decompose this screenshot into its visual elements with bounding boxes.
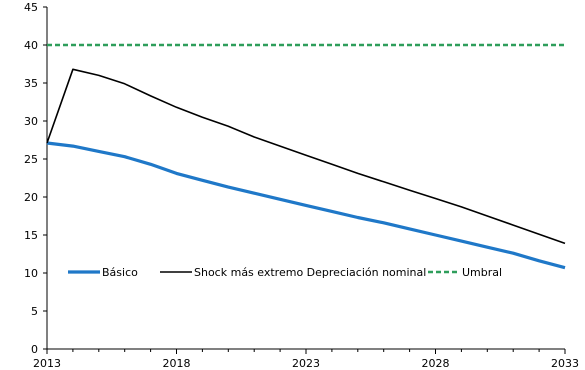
- y-tick-label: 20: [24, 191, 38, 204]
- legend-label-0: Básico: [102, 266, 138, 279]
- y-tick-label: 30: [24, 115, 38, 128]
- legend-label-2: Umbral: [462, 266, 502, 279]
- y-tick-label: 25: [24, 153, 38, 166]
- y-tick-label: 40: [24, 39, 38, 52]
- y-tick-label: 10: [24, 267, 38, 280]
- x-tick-label: 2013: [33, 357, 61, 370]
- y-tick-label: 15: [24, 229, 38, 242]
- legend: Básico Shock más extremo Depreciación nom…: [68, 266, 502, 279]
- series-line-0: [46, 141, 566, 270]
- y-tick-label: 0: [31, 343, 38, 356]
- x-tick-label: 2023: [292, 357, 320, 370]
- y-tick-label: 5: [31, 305, 38, 318]
- axes: 0 5 10 15 20 25 30 35 40 45 2013 2018 2023 2028 2033: [24, 1, 579, 370]
- y-tick-label: 35: [24, 77, 38, 90]
- x-tick-label: 2028: [422, 357, 450, 370]
- legend-label-1: Shock más extremo Depreciación nominal: [194, 266, 426, 279]
- x-tick-label: 2018: [163, 357, 191, 370]
- y-tick-label: 45: [24, 1, 38, 14]
- series-layer: [46, 43, 566, 270]
- x-tick-label: 2033: [551, 357, 579, 370]
